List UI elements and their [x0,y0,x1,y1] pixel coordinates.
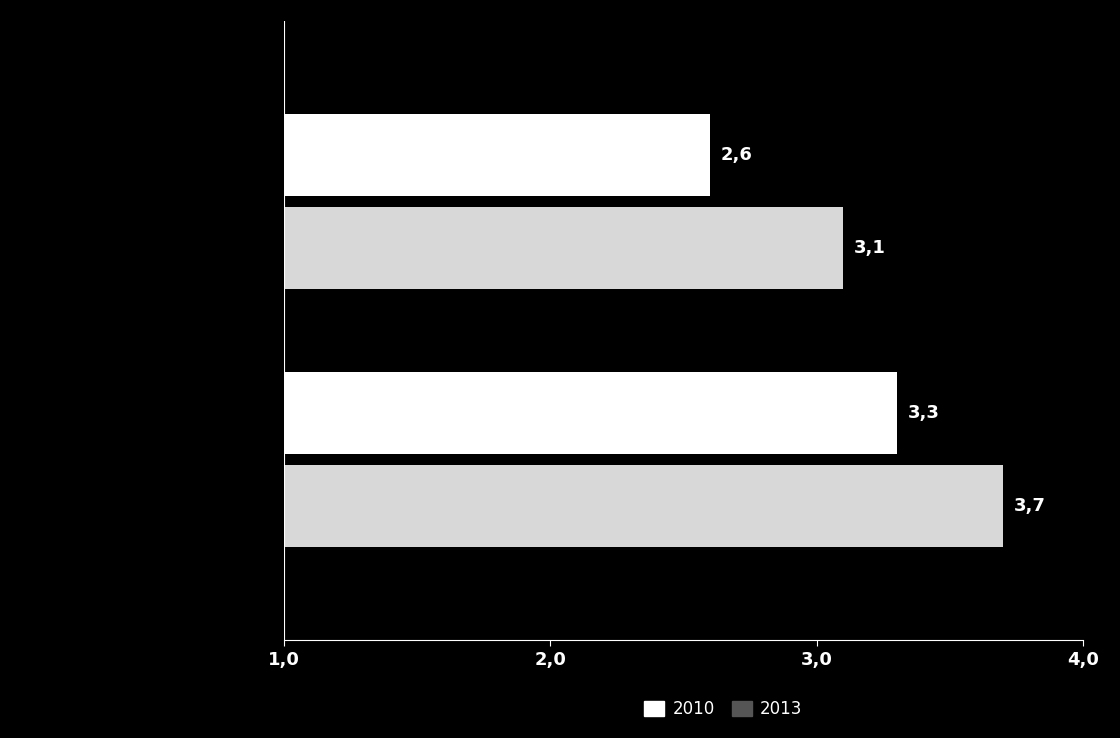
Bar [283,372,897,455]
Text: 3,3: 3,3 [907,404,940,422]
Text: 3,1: 3,1 [855,239,886,257]
Text: 2,6: 2,6 [721,146,753,164]
Text: 3,7: 3,7 [1014,497,1046,515]
Bar [283,465,1004,548]
Bar [283,114,710,196]
Legend: 2010, 2013: 2010, 2013 [637,694,809,725]
Bar [283,207,843,289]
